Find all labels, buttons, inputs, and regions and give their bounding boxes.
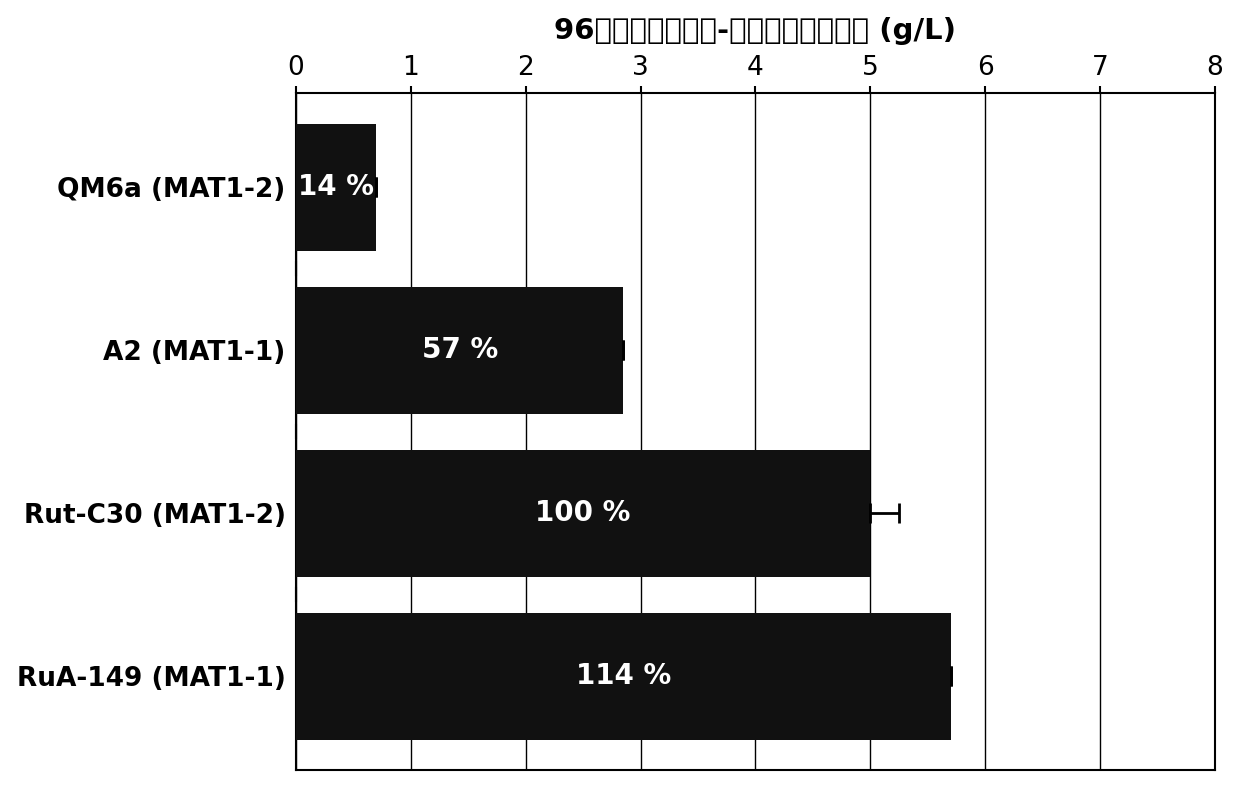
Text: 14 %: 14 % [298,173,374,201]
Text: 57 %: 57 % [422,336,497,364]
Text: 100 %: 100 % [536,499,631,527]
Bar [296,449,870,577]
Bar [296,124,377,251]
Title: 96小时中乳糖补料-分批的蛋白质产率 (g/L): 96小时中乳糖补料-分批的蛋白质产率 (g/L) [554,17,956,45]
Bar [296,612,951,740]
Text: 114 %: 114 % [575,662,671,690]
Bar [296,286,624,414]
